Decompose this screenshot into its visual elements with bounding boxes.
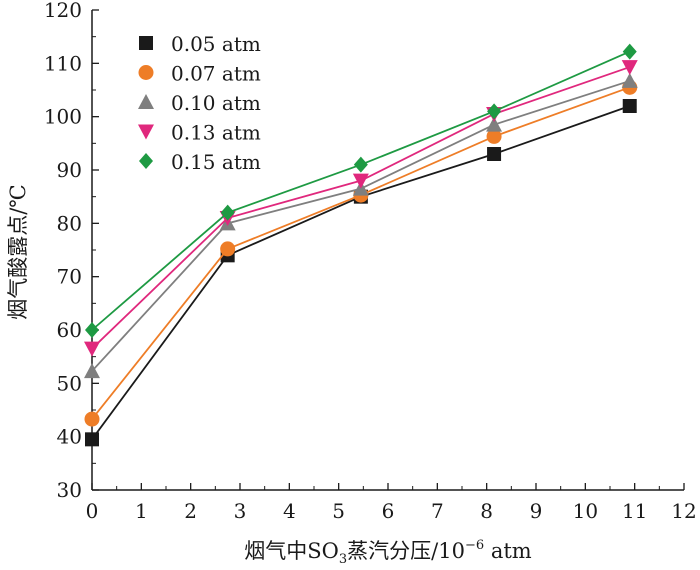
x-tick-label: 6	[382, 499, 395, 523]
legend: 0.05 atm 0.07 atm 0.10 atm 0.13 atm 0.15 atm	[138, 32, 261, 174]
y-tick-label: 120	[44, 0, 82, 22]
x-axis-title-main: 烟气中SO	[244, 539, 339, 563]
y-axis-title: 烟气酸露点/℃	[6, 184, 30, 320]
legend-item-3: 0.10 atm	[138, 91, 261, 115]
y-tick-label: 60	[57, 318, 82, 342]
data-point	[85, 322, 99, 338]
legend-label: 0.15 atm	[171, 150, 261, 174]
data-point	[84, 363, 100, 379]
data-point	[487, 103, 502, 120]
series-3	[84, 72, 638, 379]
data-point	[621, 60, 638, 76]
y-tick-label: 80	[57, 211, 82, 235]
legend-item-5: 0.15 atm	[139, 150, 261, 174]
data-point	[84, 411, 100, 427]
series-1	[85, 99, 637, 447]
x-tick-label: 4	[283, 499, 296, 523]
data-point	[85, 432, 99, 447]
data-point	[622, 43, 637, 60]
x-tick-label: 7	[431, 499, 444, 523]
x-tick-label: 5	[332, 499, 345, 523]
legend-label: 0.10 atm	[171, 91, 261, 115]
legend-marker	[138, 94, 154, 109]
x-axis-title-superscript: −6	[465, 538, 484, 553]
x-tick-label: 2	[184, 499, 197, 523]
y-tick-label: 110	[44, 51, 82, 75]
legend-label: 0.05 atm	[171, 32, 261, 56]
data-point	[220, 204, 235, 221]
x-tick-label: 12	[671, 499, 696, 523]
legend-marker	[138, 124, 154, 140]
x-tick-label: 11	[622, 499, 647, 523]
data-point	[486, 116, 503, 132]
x-axis-title-middle: 蒸汽分压/10	[347, 539, 465, 563]
data-point	[487, 147, 502, 161]
x-axis-title-subscript: 3	[339, 552, 347, 567]
x-axis-title-unit: atm	[484, 539, 532, 563]
y-tick-label: 40	[57, 425, 82, 449]
x-tick-label: 8	[480, 499, 493, 523]
data-point	[353, 156, 368, 173]
legend-label: 0.07 atm	[171, 62, 261, 86]
x-tick-label: 0	[86, 499, 99, 523]
data-point	[84, 341, 100, 357]
x-tick-label: 9	[530, 499, 543, 523]
x-tick-label: 10	[573, 499, 598, 523]
data-point	[622, 99, 637, 113]
legend-item-2: 0.07 atm	[138, 62, 261, 86]
y-tick-label: 30	[57, 478, 82, 502]
legend-item-4: 0.13 atm	[138, 121, 261, 145]
legend-label: 0.13 atm	[171, 121, 261, 145]
legend-marker	[139, 36, 153, 50]
legend-marker	[138, 65, 154, 80]
series-layer	[84, 43, 638, 447]
data-point	[486, 128, 502, 144]
data-point	[621, 72, 638, 88]
legend-marker	[139, 153, 153, 169]
y-tick-label: 70	[57, 265, 82, 289]
y-tick-label: 90	[57, 158, 82, 182]
data-point	[220, 241, 236, 257]
x-tick-label: 1	[135, 499, 148, 523]
legend-item-1: 0.05 atm	[139, 32, 261, 56]
y-tick-label: 100	[44, 105, 82, 129]
x-tick-label: 3	[234, 499, 247, 523]
series-5	[85, 43, 637, 338]
data-point	[352, 173, 369, 189]
x-axis-title: 烟气中SO3蒸汽分压/10−6 atm	[244, 538, 531, 567]
y-tick-label: 50	[57, 371, 82, 395]
